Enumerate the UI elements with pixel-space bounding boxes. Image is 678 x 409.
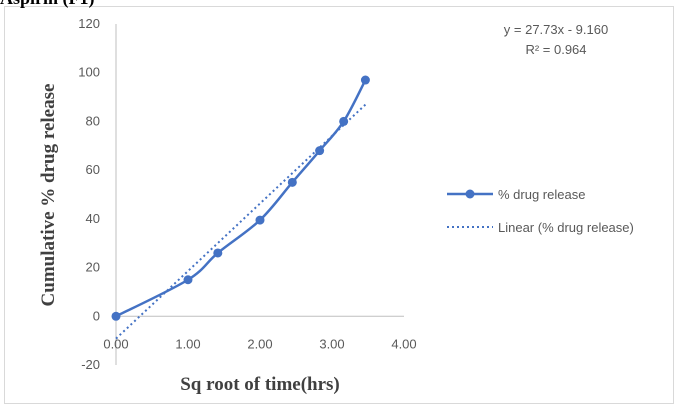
- x-tick-labels: 0.00 1.00 2.00 3.00 4.00: [103, 336, 416, 351]
- legend-trendline-label: Linear (% drug release): [498, 220, 634, 235]
- y-tick-label: 0: [93, 308, 100, 323]
- axes: [115, 24, 404, 365]
- series-line: [115, 79, 367, 318]
- y-tick-label: -20: [81, 357, 100, 372]
- data-point: [360, 75, 370, 85]
- data-point: [111, 311, 121, 321]
- x-tick-label: 0.00: [103, 336, 128, 351]
- x-tick-label: 3.00: [319, 336, 344, 351]
- data-point: [183, 275, 193, 285]
- trendline-r-squared: R² = 0.964: [525, 42, 586, 57]
- trendline-group: [115, 103, 367, 340]
- data-point: [315, 146, 325, 156]
- y-tick-label: 40: [86, 211, 100, 226]
- y-axis-title: Cumulative % drug release: [38, 84, 59, 307]
- trendline: [115, 103, 367, 340]
- y-tick-label: 60: [86, 162, 100, 177]
- y-tick-label: 20: [86, 260, 100, 275]
- chart-frame: [4, 6, 674, 404]
- x-tick-label: 1.00: [175, 336, 200, 351]
- y-tick-label: 80: [86, 113, 100, 128]
- legend-series-marker: [465, 189, 475, 199]
- legend: % drug release Linear (% drug release): [447, 187, 634, 235]
- trendline-equation: y = 27.73x - 9.160: [504, 22, 608, 37]
- y-tick-labels: -20 0 20 40 60 80 100 120: [78, 16, 100, 372]
- data-point: [213, 248, 223, 258]
- y-tick-label: 100: [78, 65, 100, 80]
- data-point: [287, 177, 297, 187]
- data-point: [339, 116, 349, 126]
- series-group: [111, 75, 370, 321]
- data-point: [255, 215, 265, 225]
- x-tick-label: 4.00: [391, 336, 416, 351]
- x-tick-label: 2.00: [247, 336, 272, 351]
- y-tick-label: 120: [78, 16, 100, 31]
- chart-header-fragment: Aspirin (F1): [0, 0, 95, 9]
- legend-series-label: % drug release: [498, 187, 585, 202]
- x-axis-title: Sq root of time(hrs): [180, 374, 340, 395]
